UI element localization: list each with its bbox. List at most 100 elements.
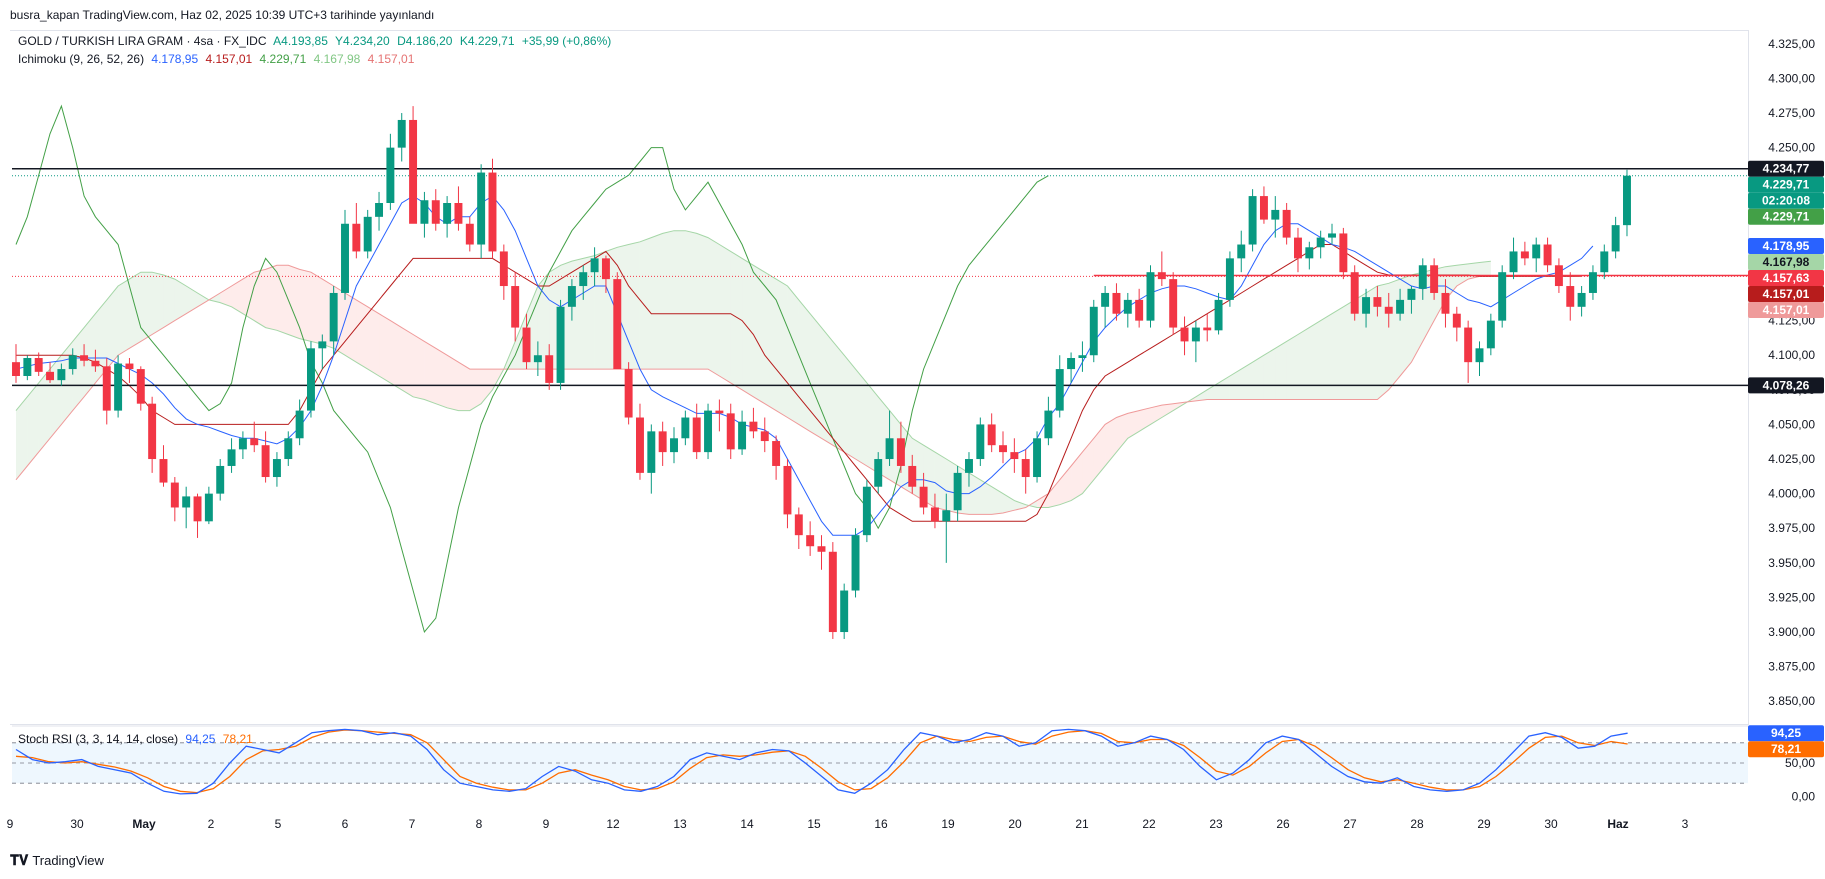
price-label-bg — [1748, 208, 1824, 225]
candle-body — [284, 438, 293, 460]
cloud-segment — [72, 327, 85, 411]
candle-body — [193, 496, 202, 522]
x-axis-tick: 21 — [1075, 817, 1089, 831]
x-axis-tick: 9 — [543, 817, 550, 831]
candle-body — [1101, 292, 1110, 307]
cloud-segment — [980, 479, 992, 515]
price-label: 4.157,01 — [1763, 303, 1810, 317]
candle-body — [386, 147, 395, 203]
candle-body — [1623, 175, 1631, 226]
price-label-bg — [1748, 237, 1824, 254]
cloud-segment — [696, 233, 709, 370]
price-label-bg — [1748, 377, 1824, 394]
candle-body — [1498, 272, 1507, 321]
cloud-segment — [1093, 424, 1106, 480]
ichimoku-span-b-line — [15, 264, 1491, 515]
candle-body — [12, 362, 20, 376]
y-axis-tick: 4.300,00 — [1768, 71, 1815, 85]
x-axis-tick: 8 — [476, 817, 483, 831]
candle-body — [1407, 288, 1416, 300]
y-axis-tick: 3.975,00 — [1768, 521, 1815, 535]
cloud-segment — [1037, 493, 1049, 508]
cloud-segment — [16, 396, 28, 480]
price-label-bg — [1748, 285, 1824, 302]
cloud-segment — [776, 279, 788, 418]
cloud-segment — [174, 279, 187, 321]
candle-body — [590, 258, 599, 273]
cloud-segment — [163, 274, 175, 328]
cloud-segment — [1071, 452, 1083, 501]
candle-body — [1033, 438, 1042, 478]
candle-body — [1112, 292, 1121, 314]
x-axis-tick: 9 — [7, 817, 14, 831]
price-label: 4.078,26 — [1763, 378, 1810, 392]
candle-body — [772, 441, 781, 466]
cloud-segment — [787, 286, 799, 425]
candle-body — [454, 203, 463, 224]
stoch-d-line — [15, 729, 1628, 794]
cloud-segment — [231, 279, 243, 314]
candle-body — [896, 438, 905, 466]
ichimoku-label[interactable]: Ichimoku (9, 26, 52, 26) — [18, 52, 145, 66]
cloud-segment — [197, 292, 209, 307]
symbol-legend: GOLD / TURKISH LIRA GRAM · 4sa · FX_IDC … — [18, 34, 615, 48]
candle-body — [760, 431, 769, 442]
cloud-segment — [1388, 279, 1401, 390]
ichimoku-base-value: 4.157,01 — [205, 52, 253, 66]
stoch-label-bg — [1748, 741, 1824, 758]
x-axis-tick: 26 — [1276, 817, 1290, 831]
candle-body — [261, 445, 270, 478]
candle-body — [204, 493, 213, 522]
candle-body — [874, 459, 883, 487]
symbol-name[interactable]: GOLD / TURKISH LIRA GRAM · 4sa · FX_IDC — [18, 34, 267, 48]
candle-body — [1396, 299, 1405, 314]
candle-body — [1214, 299, 1223, 331]
candle-body — [817, 546, 826, 552]
candle-body — [1566, 286, 1575, 307]
candle-body — [34, 358, 43, 372]
cloud-segment — [594, 251, 606, 370]
candle-body — [488, 172, 497, 252]
candle-body — [1123, 299, 1132, 314]
ichimoku-span-b-value: 4.157,01 — [367, 52, 415, 66]
x-axis-tick: 23 — [1209, 817, 1223, 831]
ichimoku-conversion-line — [15, 195, 1594, 536]
x-axis-tick: May — [132, 817, 156, 831]
candle-body — [1384, 306, 1393, 314]
x-axis-tick: 27 — [1343, 817, 1357, 831]
candle-body — [125, 363, 134, 370]
candle-body — [1203, 327, 1212, 331]
candle-body — [1021, 459, 1030, 478]
candle-body — [1055, 369, 1064, 411]
candle-body — [1135, 299, 1144, 321]
stoch-k-value: 94,25 — [185, 732, 216, 746]
candle-body — [965, 459, 973, 473]
x-axis-tick: 16 — [874, 817, 888, 831]
candle-body — [148, 403, 157, 460]
stoch-legend: Stoch RSI (3, 3, 14, 14, close) 94,25 78… — [18, 732, 257, 746]
x-axis-tick: 15 — [807, 817, 821, 831]
price-label: 4.229,71 — [1763, 178, 1810, 192]
stoch-label[interactable]: Stoch RSI (3, 3, 14, 14, close) — [18, 732, 179, 746]
candle-body — [658, 431, 667, 453]
candle-body — [522, 327, 531, 363]
candle-body — [431, 200, 440, 224]
candle-body — [1067, 358, 1076, 370]
cloud-segment — [447, 355, 459, 411]
cloud-segment — [27, 382, 39, 466]
cloud-segment — [129, 272, 141, 349]
candle-body — [828, 551, 837, 633]
candle-body — [976, 424, 985, 460]
candle-body — [1577, 292, 1586, 307]
chart-frame — [10, 30, 1749, 725]
stoch-axis-tick: 50,00 — [1785, 756, 1815, 770]
candle-body — [420, 200, 429, 224]
cloud-segment — [639, 237, 652, 370]
cloud-segment — [1059, 465, 1072, 505]
candle-body — [1180, 327, 1189, 342]
candle-body — [102, 366, 111, 411]
cloud-segment — [379, 313, 391, 383]
price-label-bg — [1748, 253, 1824, 270]
candle-body — [1373, 297, 1382, 307]
